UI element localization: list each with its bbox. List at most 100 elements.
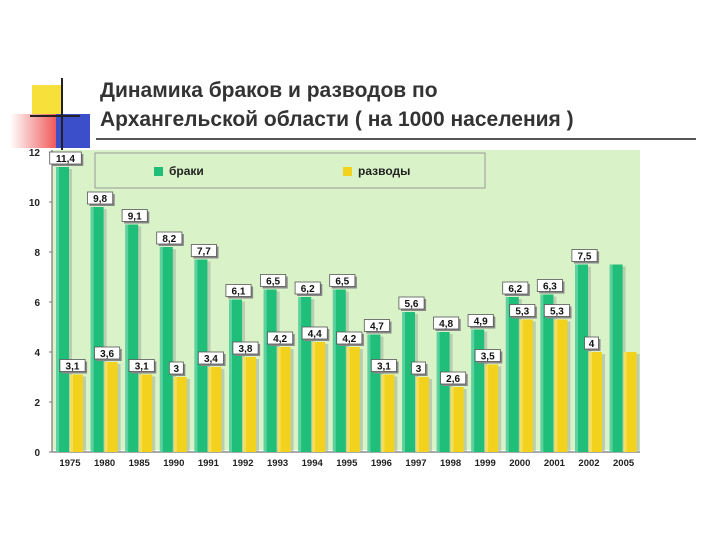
data-label-divorces-box bbox=[232, 341, 259, 355]
bar-marriages bbox=[402, 312, 415, 452]
bar-divorces bbox=[104, 362, 118, 452]
y-tick-label: 6 bbox=[34, 298, 40, 309]
data-label-marriages-box bbox=[260, 274, 287, 287]
bar-divorces-highlight bbox=[312, 342, 316, 452]
bar-divorces-highlight bbox=[485, 364, 489, 452]
bar-marriages bbox=[575, 264, 588, 452]
data-label-marriages-box bbox=[502, 281, 529, 295]
x-tick-label: 1990 bbox=[163, 458, 184, 469]
data-label-divorces: 3,4 bbox=[204, 354, 218, 365]
y-tick-label: 0 bbox=[34, 448, 40, 459]
x-tick-label: 1996 bbox=[371, 458, 392, 469]
data-label-divorces-box bbox=[168, 361, 184, 375]
bar-marriages-highlight bbox=[90, 207, 94, 452]
x-tick-label: 1994 bbox=[302, 458, 324, 469]
data-label-divorces: 3 bbox=[174, 364, 180, 375]
data-label-divorces: 5,3 bbox=[515, 307, 529, 318]
bar-divorces-highlight bbox=[346, 347, 350, 452]
data-label-marriages-box bbox=[225, 284, 252, 297]
bar-divorces bbox=[208, 367, 222, 452]
deco-red-square bbox=[10, 114, 56, 148]
data-label-marriages-box bbox=[121, 209, 148, 222]
bar-divorces-highlight bbox=[243, 357, 246, 452]
bar-divorces bbox=[554, 319, 568, 452]
bar-marriages bbox=[609, 264, 623, 452]
data-label-marriages: 9,8 bbox=[93, 194, 107, 205]
bar-marriages-highlight bbox=[298, 297, 302, 452]
bar-marriages bbox=[505, 297, 519, 452]
legend-swatch-divorces bbox=[343, 167, 352, 176]
title-underline bbox=[96, 138, 696, 140]
data-label-marriages-box bbox=[398, 296, 425, 310]
y-tick-label: 2 bbox=[34, 398, 40, 409]
data-label-marriages-box bbox=[49, 151, 82, 165]
bar-marriages-highlight bbox=[229, 299, 232, 452]
data-label-divorces: 4,2 bbox=[273, 334, 287, 345]
bar-divorces-highlight bbox=[623, 352, 627, 452]
bar-divorces bbox=[243, 357, 256, 452]
x-tick-label: 1975 bbox=[59, 458, 81, 469]
bar-marriages-highlight bbox=[367, 334, 371, 452]
bar-marriages bbox=[56, 167, 69, 452]
data-label-divorces-box bbox=[474, 349, 501, 362]
bar-divorces-highlight bbox=[416, 377, 419, 452]
bar-marriages-highlight bbox=[263, 289, 267, 452]
bar-marriages bbox=[332, 289, 346, 452]
bar-marriages bbox=[540, 294, 554, 452]
bar-divorces-highlight bbox=[589, 352, 592, 452]
data-label-marriages-box bbox=[536, 279, 563, 292]
deco-horizontal-line bbox=[30, 115, 80, 117]
bar-marriages-highlight bbox=[436, 332, 440, 452]
slide-title-line2: Архангельской области ( на 1000 населени… bbox=[100, 108, 574, 131]
bar-marriages bbox=[159, 247, 173, 452]
x-tick-label: 1980 bbox=[94, 458, 115, 469]
y-tick-label: 10 bbox=[29, 198, 41, 209]
bar-divorces-highlight bbox=[70, 374, 73, 452]
data-label-divorces-box bbox=[267, 331, 294, 345]
data-label-marriages: 11,4 bbox=[56, 154, 75, 165]
bar-divorces bbox=[173, 377, 187, 452]
legend-swatch-marriages bbox=[154, 167, 163, 176]
bar-divorces bbox=[381, 374, 395, 452]
bar-marriages bbox=[436, 332, 450, 452]
bar-divorces bbox=[589, 352, 602, 452]
bar-divorces bbox=[623, 352, 637, 452]
bar-divorces-highlight bbox=[208, 367, 212, 452]
deco-yellow-square bbox=[32, 85, 62, 117]
data-label-divorces: 3,8 bbox=[239, 344, 253, 355]
slide-title: Динамика браков и разводов по Архангельс… bbox=[100, 76, 700, 134]
data-label-marriages-box bbox=[571, 249, 598, 262]
x-tick-label: 2001 bbox=[544, 458, 566, 469]
data-label-marriages: 6,2 bbox=[508, 284, 522, 295]
bar-divorces bbox=[450, 387, 464, 452]
data-label-divorces: 3,1 bbox=[135, 362, 149, 373]
bar-divorces-highlight bbox=[519, 319, 523, 452]
data-label-marriages: 4,9 bbox=[474, 317, 488, 328]
data-label-marriages: 6,5 bbox=[335, 277, 349, 288]
bar-marriages-highlight bbox=[56, 167, 59, 452]
bar-marriages bbox=[90, 207, 104, 452]
data-label-marriages: 6,1 bbox=[232, 287, 246, 298]
data-label-divorces: 3,6 bbox=[100, 349, 114, 360]
x-tick-label: 1999 bbox=[475, 458, 496, 469]
bar-divorces-highlight bbox=[173, 377, 177, 452]
bar-marriages-highlight bbox=[159, 247, 163, 452]
bar-marriages-highlight bbox=[609, 264, 613, 452]
data-label-marriages: 6,3 bbox=[543, 282, 557, 293]
bar-divorces-highlight bbox=[277, 347, 281, 452]
legend: браки разводы bbox=[94, 152, 486, 189]
bar-divorces-highlight bbox=[381, 374, 385, 452]
data-label-divorces: 4,2 bbox=[342, 334, 356, 345]
data-label-marriages-box bbox=[156, 231, 183, 245]
x-tick-label: 1991 bbox=[198, 458, 220, 469]
data-label-divorces: 4 bbox=[589, 339, 595, 350]
data-label-marriages: 7,7 bbox=[197, 247, 211, 258]
data-label-marriages: 8,2 bbox=[162, 234, 176, 245]
data-label-marriages-box bbox=[294, 281, 321, 295]
data-label-marriages: 6,2 bbox=[301, 284, 315, 295]
x-tick-label: 2005 bbox=[613, 458, 635, 469]
data-label-marriages-box bbox=[467, 314, 494, 327]
x-tick-label: 1997 bbox=[405, 458, 426, 469]
data-label-divorces: 5,3 bbox=[550, 307, 564, 318]
